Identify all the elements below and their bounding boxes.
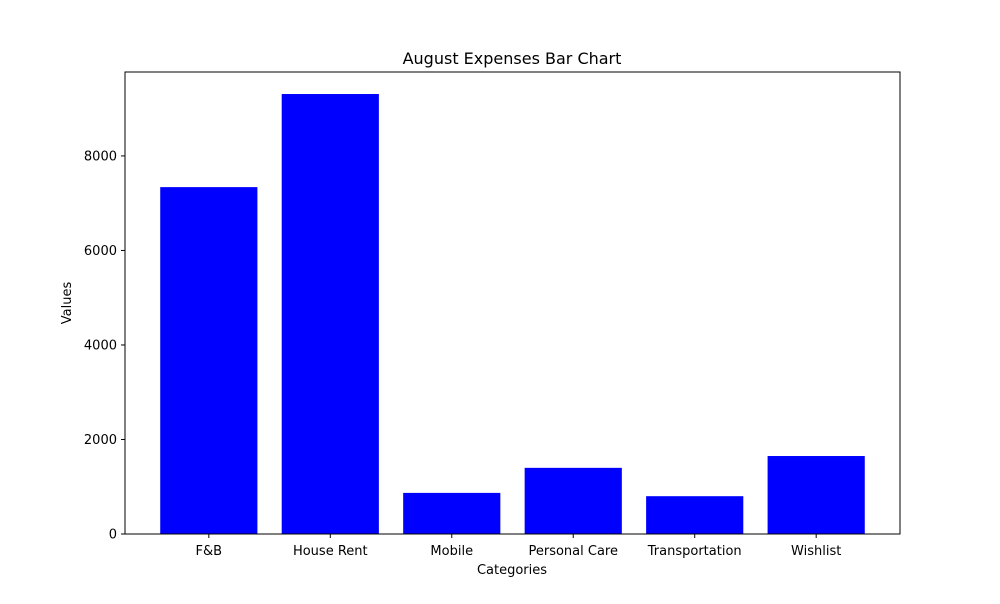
- x-tick-label: Transportation: [647, 544, 742, 559]
- x-tick-label: Mobile: [430, 544, 473, 559]
- x-tick-label: House Rent: [293, 544, 368, 559]
- bar: [524, 467, 622, 534]
- bar: [767, 456, 865, 534]
- y-tick-label: 0: [109, 528, 117, 543]
- bar: [281, 94, 379, 535]
- y-axis-ticks: 0 2000 4000 6000 8000: [84, 149, 125, 543]
- bar: [646, 496, 744, 534]
- bar: [403, 492, 501, 534]
- bars-layer: [160, 94, 865, 535]
- y-tick-label: 8000: [84, 149, 117, 164]
- bar: [160, 187, 258, 534]
- y-axis-label: Values: [60, 282, 75, 325]
- y-tick-label: 6000: [84, 244, 117, 259]
- x-tick-label: F&B: [196, 544, 223, 559]
- x-axis-ticks: F&B House Rent Mobile Personal Care Transpor…: [196, 534, 841, 559]
- plot-area-frame: [124, 71, 901, 535]
- x-axis-label: Categories: [477, 563, 547, 578]
- x-tick-label: Wishlist: [791, 544, 841, 559]
- y-tick-label: 2000: [84, 433, 117, 448]
- y-tick-label: 4000: [84, 338, 117, 353]
- x-tick-label: Personal Care: [528, 544, 618, 559]
- chart-title: August Expenses Bar Chart: [403, 49, 622, 68]
